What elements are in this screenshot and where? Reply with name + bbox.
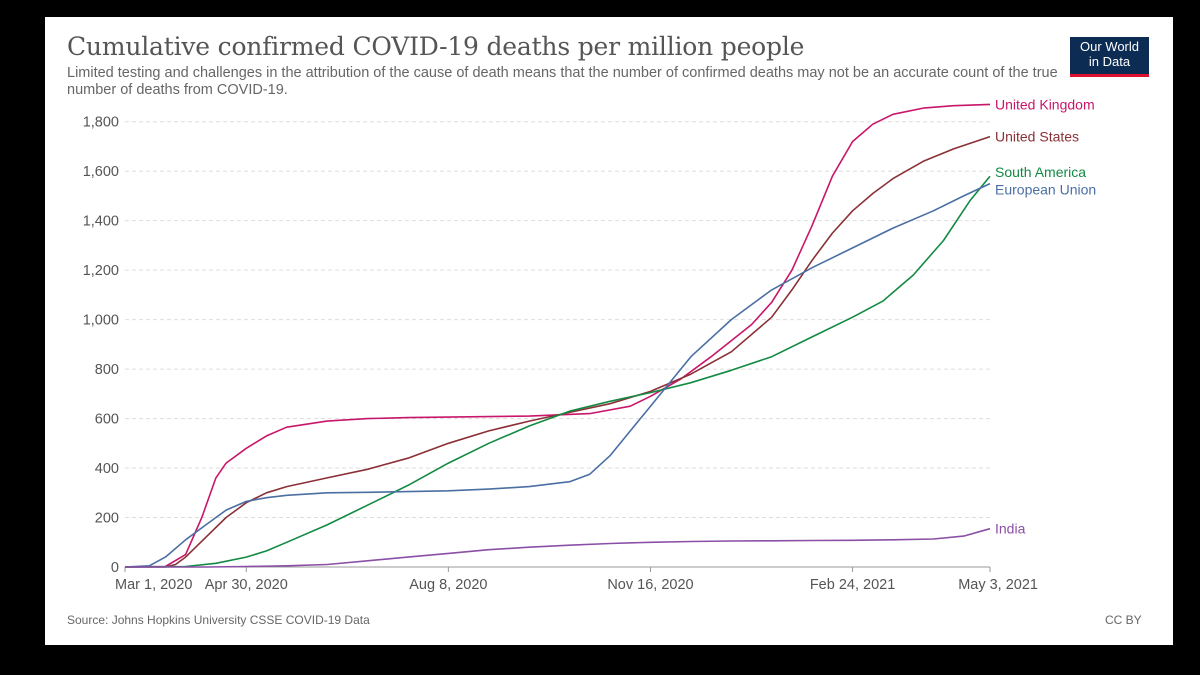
y-tick-label: 600 xyxy=(95,412,119,428)
chart-subtitle: Limited testing and challenges in the at… xyxy=(67,65,1058,98)
y-tick-label: 0 xyxy=(111,560,119,576)
series-line-united-kingdom xyxy=(124,103,991,568)
series-label: European Union xyxy=(995,182,1096,198)
chart-title: Cumulative confirmed COVID-19 deaths per… xyxy=(67,32,805,61)
chart-card: Cumulative confirmed COVID-19 deaths per… xyxy=(45,17,1173,645)
series-line-european-union xyxy=(124,182,991,568)
series-line-india xyxy=(125,527,991,568)
series-label: South America xyxy=(995,164,1086,180)
y-tick-label: 400 xyxy=(95,461,119,477)
line-chart: 0 200 400 600 800 1,000 1,200 1,400 1,600 1,800 Ma… xyxy=(83,96,1096,593)
y-tick-label: 1,000 xyxy=(83,313,119,329)
y-tick-label: 800 xyxy=(95,362,119,378)
x-tick-label: Nov 16, 2020 xyxy=(607,577,693,593)
y-tick-label: 1,800 xyxy=(83,115,119,131)
x-tick-label: Mar 1, 2020 xyxy=(115,577,192,593)
owid-logo[interactable]: Our World in Data xyxy=(1070,37,1149,77)
y-tick-label: 200 xyxy=(95,511,119,527)
series-label: United States xyxy=(995,129,1079,145)
x-tick-label: Aug 8, 2020 xyxy=(409,577,487,593)
y-tick-label: 1,200 xyxy=(83,263,119,279)
logo-line-1: Our World xyxy=(1080,39,1139,54)
x-tick-label: Feb 24, 2021 xyxy=(810,577,895,593)
series-line-united-states xyxy=(125,135,991,568)
y-tick-label: 1,400 xyxy=(83,214,119,230)
series-label: India xyxy=(995,521,1026,537)
x-tick-label: May 3, 2021 xyxy=(958,577,1038,593)
series-line-south-america xyxy=(124,175,991,568)
x-tick-label: Apr 30, 2020 xyxy=(205,577,288,593)
source-note[interactable]: Source: Johns Hopkins University CSSE CO… xyxy=(67,613,370,627)
y-tick-label: 1,600 xyxy=(83,164,119,180)
logo-line-2: in Data xyxy=(1088,54,1131,69)
series-label: United Kingdom xyxy=(995,96,1095,112)
license-label[interactable]: CC BY xyxy=(1105,613,1142,627)
